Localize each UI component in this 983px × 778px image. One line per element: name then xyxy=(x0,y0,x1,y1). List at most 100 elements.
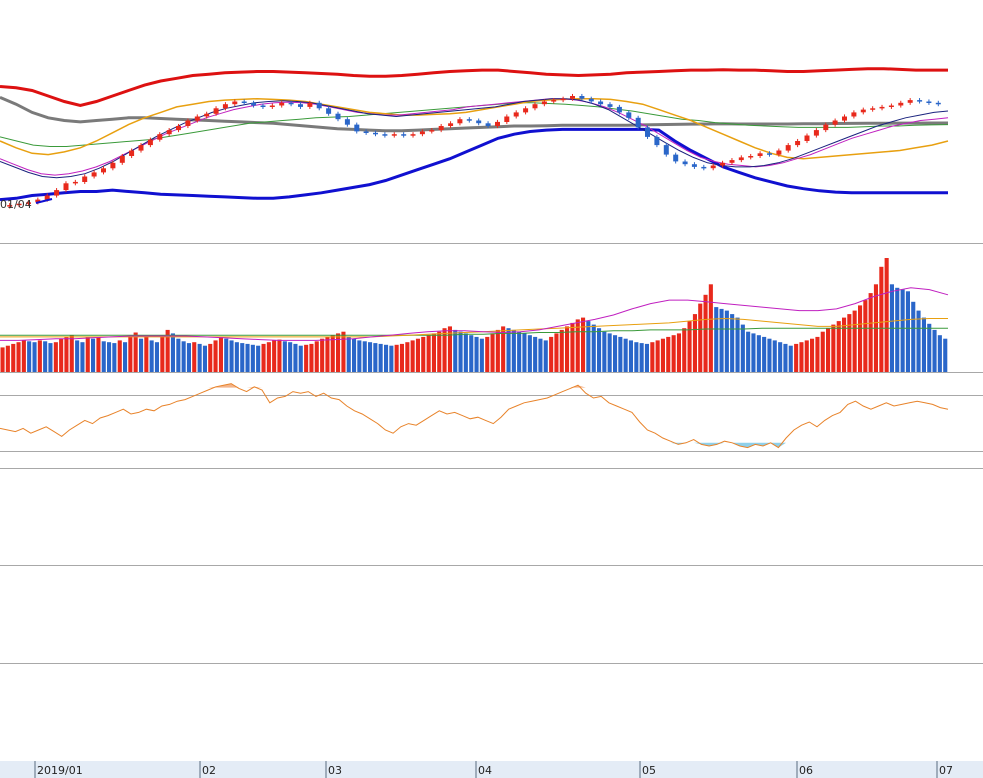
candlestick xyxy=(204,111,210,119)
volume-bar xyxy=(107,342,112,372)
volume-bar xyxy=(724,310,729,372)
volume-bar xyxy=(378,343,383,372)
volume-bar xyxy=(698,303,703,372)
volume-bar xyxy=(399,343,404,372)
volume-bar xyxy=(240,343,245,372)
candlestick xyxy=(579,93,585,101)
x-tick-label: 02 xyxy=(202,764,216,777)
candle-body xyxy=(842,116,847,121)
volume-bar xyxy=(75,340,80,372)
volume-bar xyxy=(304,344,309,372)
volume-bar xyxy=(842,317,847,372)
volume-bar xyxy=(213,340,218,372)
candlestick xyxy=(335,111,341,122)
candle-body xyxy=(157,134,163,140)
candlestick xyxy=(541,99,547,107)
volume-bar xyxy=(714,307,719,372)
volume-bar xyxy=(911,301,916,372)
volume-bar xyxy=(352,338,357,372)
volume-bar xyxy=(644,343,649,372)
volume-bar xyxy=(117,340,122,372)
volume-bar xyxy=(852,310,857,372)
volume-bar xyxy=(618,336,623,372)
candlestick xyxy=(279,100,285,108)
volume-bar xyxy=(293,343,298,372)
candle-body xyxy=(917,100,923,102)
volume-bar xyxy=(59,338,64,372)
volume-bar xyxy=(847,314,852,372)
volume-bar xyxy=(202,345,207,372)
candlestick xyxy=(176,123,181,133)
candlestick xyxy=(138,143,144,153)
volume-bar xyxy=(692,314,697,372)
candle-body xyxy=(748,156,754,158)
volume-bar xyxy=(224,338,229,372)
candlestick xyxy=(373,130,378,137)
candle-body xyxy=(523,108,529,113)
candlestick xyxy=(91,170,97,179)
volume-bar xyxy=(836,321,841,372)
candlestick xyxy=(720,160,726,168)
volume-bar xyxy=(666,336,671,372)
price-panel: 01/04 xyxy=(0,67,949,211)
candlestick xyxy=(101,166,106,175)
candlestick xyxy=(288,100,294,107)
volume-bar xyxy=(511,329,516,372)
candle-body xyxy=(691,164,697,167)
volume-bar xyxy=(671,335,676,372)
volume-bar xyxy=(810,338,815,372)
volume-bar xyxy=(538,338,543,372)
volume-bar xyxy=(336,333,341,372)
candlestick xyxy=(785,143,791,153)
candlestick xyxy=(63,181,69,193)
candle-body xyxy=(204,113,210,117)
oscillator-oversold-fill xyxy=(0,442,948,448)
volume-bar xyxy=(676,333,681,372)
candle-body xyxy=(757,153,763,156)
candlestick xyxy=(495,119,500,129)
candlestick xyxy=(851,110,857,119)
candlestick xyxy=(448,121,454,129)
candle-body xyxy=(288,102,294,105)
volume-bar xyxy=(501,326,506,372)
candle-body xyxy=(795,141,801,146)
candle-body xyxy=(251,102,257,106)
candlestick xyxy=(429,128,435,134)
candlestick xyxy=(673,152,679,164)
candlestick xyxy=(260,103,266,109)
candle-body xyxy=(851,112,857,117)
candle-body xyxy=(316,102,322,109)
candle-body xyxy=(335,113,341,120)
x-tick-label: 05 xyxy=(642,764,656,777)
candlestick xyxy=(663,143,669,157)
candlestick xyxy=(213,106,219,116)
volume-bar xyxy=(932,329,937,372)
candle-body xyxy=(710,165,716,169)
volume-bar xyxy=(804,340,809,372)
candlestick xyxy=(898,100,904,108)
volume-bar xyxy=(362,341,367,372)
volume-ma-green xyxy=(0,327,948,336)
date-annotation: 01/04 xyxy=(0,198,32,211)
candle-body xyxy=(935,102,941,105)
candle-body xyxy=(63,183,69,191)
volume-bar xyxy=(687,321,692,372)
volume-bar xyxy=(708,284,713,372)
volume-bar xyxy=(905,291,910,372)
candlestick xyxy=(645,125,650,139)
volume-ma-orange xyxy=(0,317,948,338)
candlestick xyxy=(166,128,172,137)
volume-bar xyxy=(900,289,905,372)
candle-body xyxy=(551,100,557,102)
candle-body xyxy=(645,127,650,137)
x-axis-background xyxy=(0,761,983,778)
candlestick xyxy=(485,121,491,129)
volume-bar xyxy=(101,341,106,372)
volume-bar xyxy=(522,333,527,372)
candlestick xyxy=(710,163,716,171)
volume-bar xyxy=(272,340,277,372)
volume-bar xyxy=(549,336,554,372)
volume-bar xyxy=(735,317,740,372)
candle-body xyxy=(401,134,407,136)
